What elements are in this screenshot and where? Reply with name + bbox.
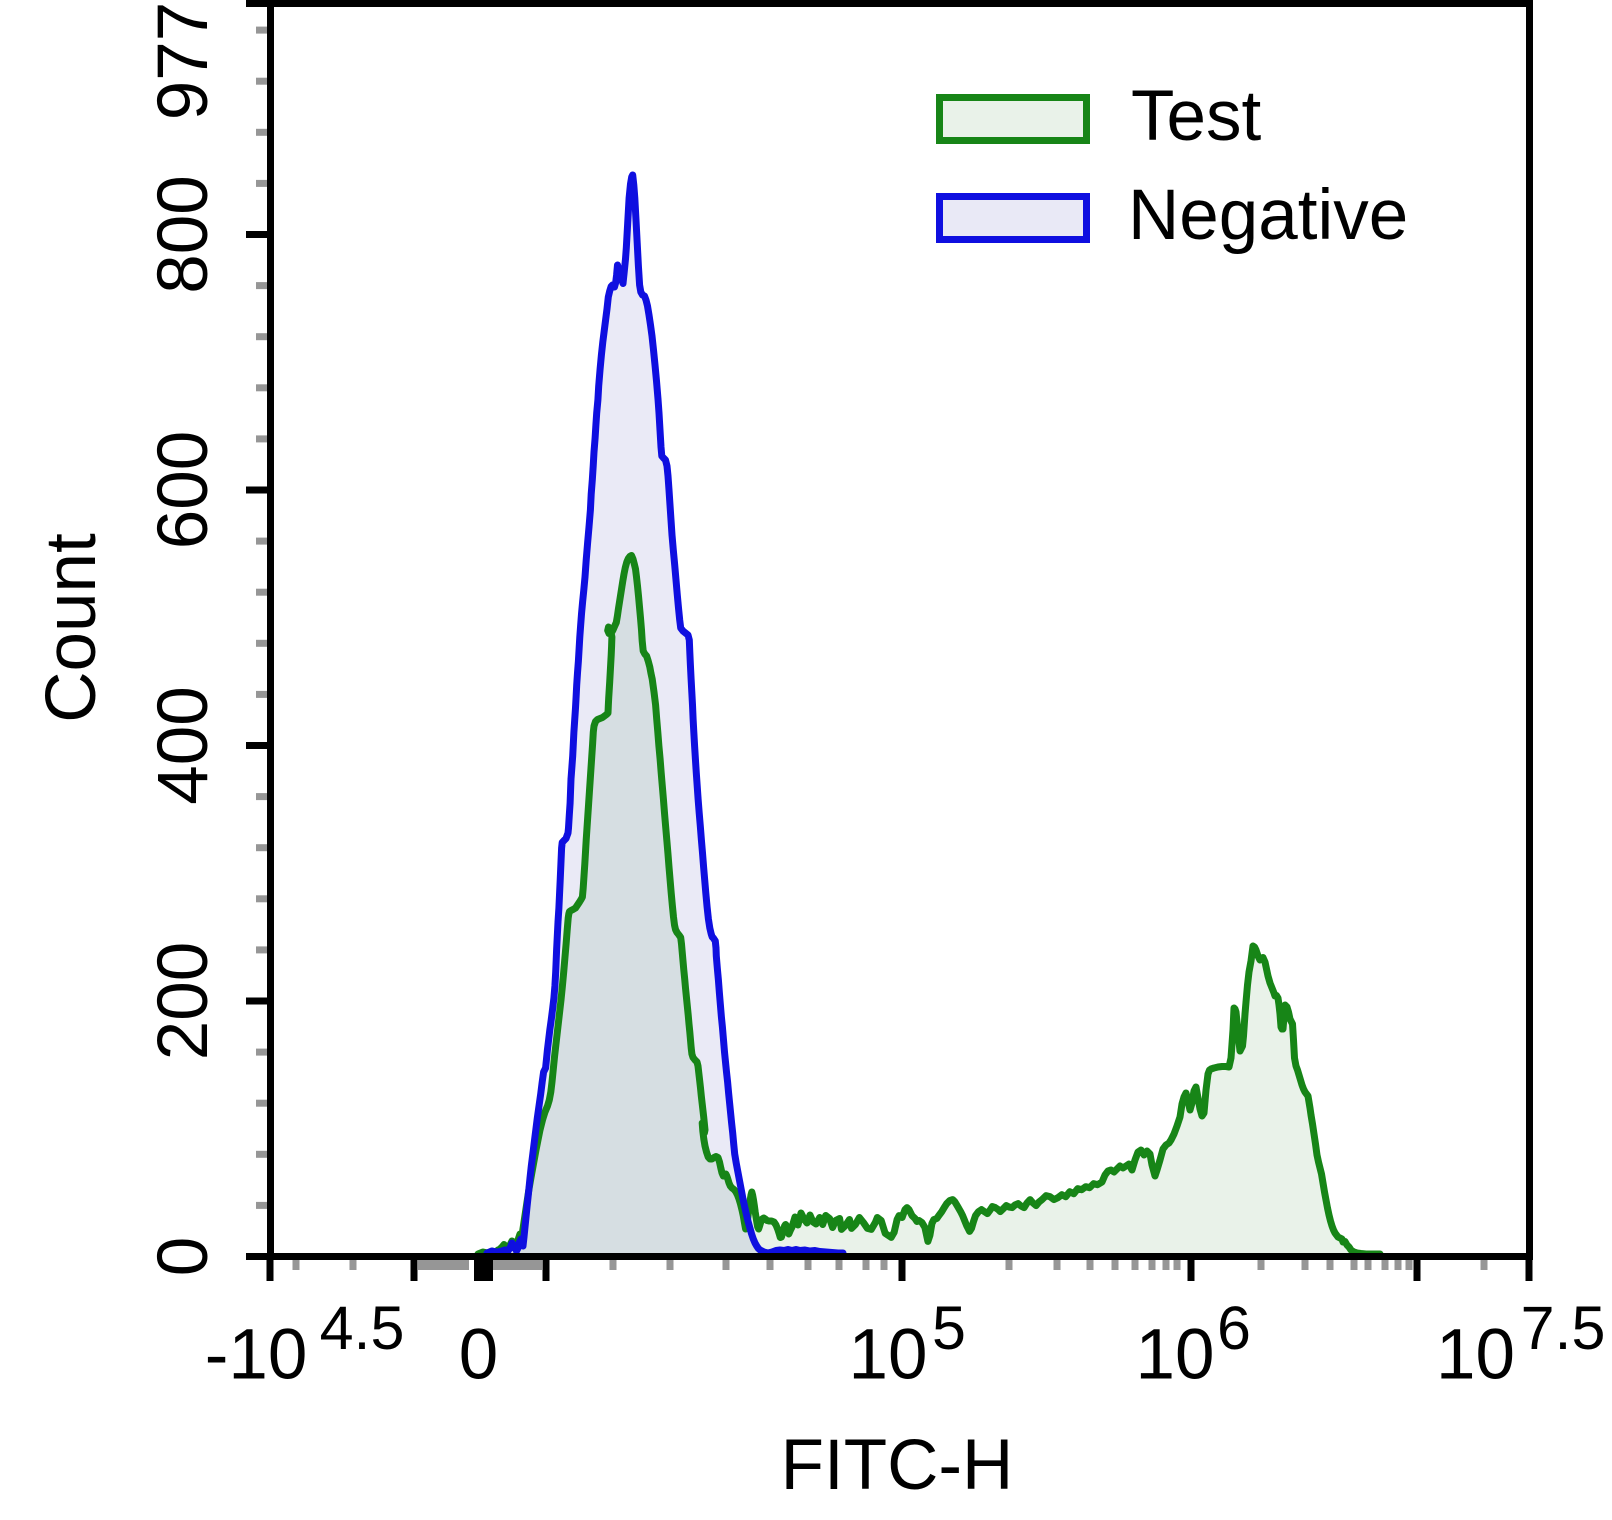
svg-text:-10: -10 xyxy=(205,1316,308,1395)
svg-text:600: 600 xyxy=(144,431,223,549)
svg-text:Negative: Negative xyxy=(1128,176,1408,255)
svg-text:0: 0 xyxy=(144,1237,223,1277)
svg-text:Test: Test xyxy=(1131,77,1261,156)
svg-text:400: 400 xyxy=(144,686,223,804)
svg-text:4.5: 4.5 xyxy=(320,1294,405,1362)
svg-text:10: 10 xyxy=(849,1316,928,1395)
svg-text:6: 6 xyxy=(1217,1294,1251,1362)
svg-text:Count: Count xyxy=(32,533,111,723)
svg-text:FITC-H: FITC-H xyxy=(781,1426,1014,1505)
svg-text:10: 10 xyxy=(1136,1316,1215,1395)
svg-text:200: 200 xyxy=(144,942,223,1060)
svg-text:977: 977 xyxy=(144,2,223,120)
svg-text:5: 5 xyxy=(932,1294,966,1362)
svg-text:800: 800 xyxy=(144,175,223,293)
svg-text:10: 10 xyxy=(1436,1316,1515,1395)
svg-text:7.5: 7.5 xyxy=(1521,1294,1606,1362)
svg-text:0: 0 xyxy=(459,1316,499,1395)
